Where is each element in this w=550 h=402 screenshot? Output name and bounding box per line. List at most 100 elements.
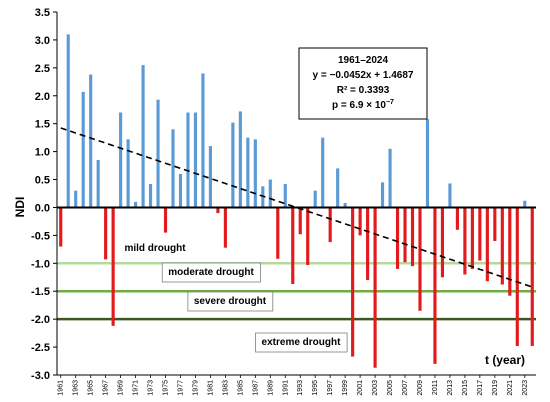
bar	[119, 112, 123, 208]
threshold-label-text: extreme drought	[262, 337, 342, 348]
bar	[216, 207, 220, 214]
y-tick-label: -1.5	[31, 286, 50, 298]
x-tick-label: 2021	[507, 380, 514, 396]
p-value-base: p = 6.9 × 10	[332, 100, 386, 111]
bar	[276, 207, 280, 259]
threshold-label: extreme drought	[255, 332, 348, 353]
x-tick-label: 1989	[267, 380, 274, 396]
x-tick-label: 1977	[177, 380, 184, 396]
bar	[111, 207, 115, 326]
bar	[156, 99, 160, 208]
bar	[321, 137, 325, 208]
threshold-lines	[57, 262, 536, 321]
bar	[171, 129, 175, 208]
bar	[343, 202, 347, 208]
x-tick-label: 1973	[148, 380, 155, 396]
bar	[448, 183, 452, 208]
x-tick-label: 1969	[118, 380, 125, 396]
regression-box-frame	[298, 47, 428, 120]
bar	[455, 207, 459, 230]
bar	[418, 207, 422, 311]
x-tick-label: 1999	[342, 380, 349, 396]
trendline-layer	[60, 127, 533, 288]
bar	[193, 112, 198, 208]
y-tick-label: 0.0	[35, 202, 50, 214]
x-tick-label: 1963	[73, 380, 80, 396]
bar	[500, 207, 504, 285]
bar	[201, 73, 205, 208]
bar	[81, 91, 85, 208]
bar	[410, 207, 415, 267]
bar	[388, 148, 392, 208]
x-tick-label: 1965	[88, 380, 95, 396]
bar	[380, 182, 385, 208]
x-tick-label: 1991	[282, 380, 289, 396]
y-tick-label: 2.5	[35, 63, 50, 75]
bar	[463, 207, 467, 275]
bar	[208, 146, 213, 208]
regression-p-value: p = 6.9 × 10−7	[332, 99, 394, 111]
bar	[268, 179, 272, 208]
x-tick-label: 2001	[357, 380, 364, 396]
y-tick-label: -3.0	[31, 370, 50, 382]
bar	[238, 111, 242, 208]
bar	[366, 207, 370, 281]
axes: 3.5 3.0 2.5 2.0 1.5 1.0 0.5 0.0 -0.5 -1.0 -1.5 -2.0…	[31, 7, 536, 396]
x-tick-label: 2011	[432, 380, 439, 395]
y-tick-label: -1.0	[31, 258, 50, 270]
threshold-labels: mild drought moderate drought severe droug…	[124, 243, 348, 353]
bar	[148, 184, 153, 208]
x-tick-label: 1971	[133, 380, 140, 396]
x-tick-label: 1995	[312, 380, 319, 396]
bar	[493, 207, 497, 241]
x-tick-label: 1987	[252, 380, 259, 396]
x-tick-label: 1975	[163, 380, 170, 396]
threshold-label: moderate drought	[161, 262, 261, 283]
x-tick-label: 1981	[207, 380, 214, 396]
regression-equation: y = −0.0452x + 1.4687	[313, 70, 414, 81]
bar	[291, 207, 295, 284]
regression-r2: R² = 0.3393	[337, 85, 390, 96]
bar	[306, 207, 310, 265]
threshold-label-text: mild drought	[124, 243, 186, 254]
x-tick-label: 1979	[192, 380, 199, 396]
x-tick-label: 1961	[58, 380, 65, 396]
x-tick-label: 2019	[492, 380, 499, 396]
bar	[523, 200, 527, 208]
bar	[283, 184, 287, 208]
bar	[134, 201, 138, 208]
x-tick-label: 1983	[222, 380, 229, 396]
bars	[59, 34, 534, 368]
bar	[425, 119, 430, 208]
trendline	[60, 127, 533, 288]
threshold-label-box	[187, 291, 274, 312]
p-value-exponent: −7	[386, 99, 394, 106]
x-tick-label: 2005	[387, 380, 394, 396]
y-tick-label: -2.5	[31, 342, 50, 354]
bar	[66, 34, 70, 208]
y-tick-label: 3.0	[35, 35, 50, 47]
bar	[126, 139, 130, 208]
x-tick-label: 2003	[372, 380, 379, 396]
bar	[178, 173, 183, 208]
x-tick-label: 1993	[297, 380, 304, 396]
bar	[96, 159, 100, 208]
bar	[328, 207, 332, 243]
threshold-label-text: moderate drought	[168, 267, 254, 278]
threshold-label-box	[255, 332, 348, 353]
bar	[223, 207, 227, 248]
bar	[89, 74, 93, 208]
regression-period: 1961–2024	[338, 55, 388, 66]
bar	[231, 122, 235, 208]
x-axis-label: t (year)	[485, 353, 525, 367]
bar	[515, 207, 519, 346]
x-tick-label: 2023	[522, 380, 529, 396]
threshold-label-box	[161, 262, 261, 283]
bar	[530, 207, 534, 346]
bar	[104, 207, 108, 260]
x-tick-label: 2017	[477, 380, 484, 396]
bar	[508, 207, 512, 296]
y-tick-label: 3.5	[35, 7, 50, 19]
bar	[433, 207, 437, 364]
